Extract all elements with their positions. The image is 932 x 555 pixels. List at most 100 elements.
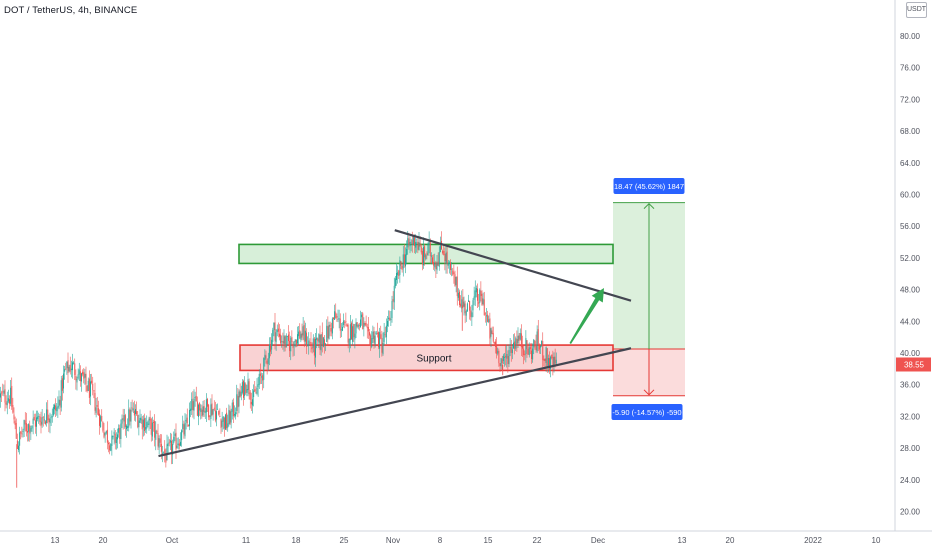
candle bbox=[463, 296, 465, 316]
candle bbox=[110, 443, 112, 452]
candle bbox=[33, 413, 35, 421]
candle bbox=[300, 331, 302, 343]
candle-body bbox=[155, 430, 157, 440]
candle-body bbox=[32, 418, 34, 424]
candle-body bbox=[292, 343, 294, 349]
candle bbox=[40, 411, 42, 434]
candle bbox=[345, 312, 347, 327]
candle bbox=[219, 408, 221, 418]
candle-body bbox=[526, 340, 528, 349]
candle-body bbox=[192, 401, 194, 411]
candle bbox=[227, 414, 229, 432]
candle bbox=[189, 402, 190, 431]
candle-body bbox=[36, 417, 37, 427]
candle bbox=[103, 422, 105, 439]
candle bbox=[319, 325, 321, 356]
candle bbox=[381, 330, 383, 357]
candle bbox=[37, 410, 39, 422]
candle bbox=[275, 328, 277, 351]
bullish-arrow bbox=[569, 288, 604, 344]
candle-body bbox=[479, 289, 481, 303]
candle bbox=[194, 391, 196, 407]
candle bbox=[177, 437, 179, 450]
candle-body bbox=[531, 350, 532, 359]
candle-body bbox=[19, 432, 21, 446]
candle bbox=[499, 363, 501, 373]
candle bbox=[487, 310, 489, 323]
candle bbox=[139, 409, 141, 424]
candle-body bbox=[346, 323, 348, 327]
candle bbox=[95, 397, 97, 418]
candle-body bbox=[76, 379, 78, 383]
candle bbox=[297, 326, 298, 347]
candle bbox=[15, 418, 17, 440]
candle bbox=[352, 319, 354, 346]
candle-body bbox=[176, 445, 178, 449]
candle bbox=[489, 312, 491, 345]
price-scale-bg bbox=[895, 0, 932, 550]
candle-body bbox=[30, 428, 32, 432]
price-tick-label: 48.00 bbox=[900, 286, 921, 295]
candle bbox=[347, 323, 349, 349]
candle-body bbox=[83, 372, 85, 379]
candle-body bbox=[159, 438, 161, 443]
candle bbox=[475, 285, 477, 298]
candle bbox=[306, 328, 307, 355]
candle bbox=[452, 267, 454, 276]
candle bbox=[504, 353, 505, 367]
candle-body bbox=[268, 344, 270, 359]
candle bbox=[10, 379, 12, 407]
currency-badge[interactable]: USDT bbox=[906, 2, 927, 18]
time-tick-label: 2022 bbox=[804, 536, 822, 545]
candle bbox=[406, 240, 408, 265]
candle-body bbox=[408, 238, 410, 246]
candle bbox=[229, 405, 231, 425]
candle-body bbox=[289, 340, 291, 351]
candle-body bbox=[328, 325, 330, 340]
candle bbox=[400, 261, 402, 269]
candle bbox=[446, 244, 448, 274]
candle bbox=[432, 254, 433, 265]
candle bbox=[45, 420, 46, 426]
candle bbox=[520, 324, 522, 356]
candle-body bbox=[462, 297, 464, 307]
candle-body bbox=[27, 431, 28, 433]
candle-body bbox=[333, 317, 334, 320]
candle-body bbox=[174, 433, 176, 437]
candle bbox=[450, 259, 451, 275]
candle bbox=[78, 362, 80, 382]
candle bbox=[166, 434, 168, 461]
candle bbox=[490, 327, 492, 347]
candle-body bbox=[452, 270, 454, 275]
candle-body bbox=[405, 254, 406, 267]
candle-body bbox=[256, 387, 258, 394]
candle-body bbox=[181, 430, 183, 441]
candle-body bbox=[464, 303, 466, 314]
candle-body bbox=[21, 433, 23, 435]
candle bbox=[363, 317, 365, 337]
candle-body bbox=[439, 242, 441, 253]
candle-body bbox=[513, 342, 514, 349]
candle bbox=[74, 358, 76, 381]
candle-body bbox=[69, 364, 71, 372]
candle bbox=[49, 412, 51, 434]
candle-body bbox=[265, 355, 267, 359]
candle bbox=[27, 424, 28, 442]
candle-body bbox=[396, 272, 397, 280]
candle bbox=[307, 336, 309, 347]
candle-body bbox=[54, 404, 55, 410]
candle bbox=[533, 338, 535, 355]
candle bbox=[86, 385, 88, 393]
candle bbox=[64, 366, 66, 380]
candle-body bbox=[471, 312, 473, 318]
time-tick-label: 25 bbox=[340, 536, 349, 545]
candle-body bbox=[255, 392, 257, 394]
candle bbox=[346, 323, 348, 327]
candle-body bbox=[79, 371, 81, 382]
candle-body bbox=[451, 268, 453, 270]
candle-body bbox=[208, 404, 210, 418]
candle-body bbox=[417, 241, 419, 250]
candle-body bbox=[223, 417, 225, 429]
